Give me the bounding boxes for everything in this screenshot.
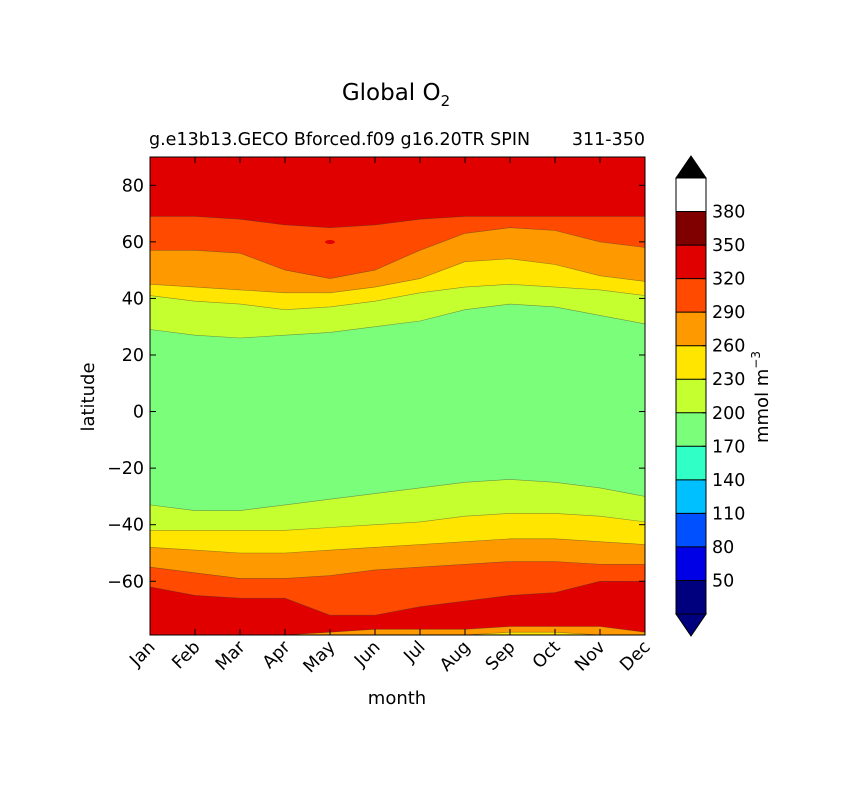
x-tick-label: Mar bbox=[212, 637, 250, 675]
chart-subtitle-left: g.e13b13.GECO Bforced.f09 g16.20TR SPIN bbox=[149, 130, 530, 150]
colorbar-segment bbox=[676, 412, 706, 447]
y-tick-label: 60 bbox=[122, 233, 144, 253]
x-tick-label: Sep bbox=[482, 637, 519, 674]
colorbar-tick-label: 230 bbox=[712, 370, 745, 390]
colorbar-segment bbox=[676, 312, 706, 346]
y-tick-label: 0 bbox=[133, 403, 144, 423]
colorbar-label-exponent: −3 bbox=[749, 351, 763, 369]
chart-title-subscript: 2 bbox=[441, 92, 451, 110]
chart-title-main: Global O bbox=[342, 80, 441, 106]
colorbar-segment bbox=[676, 546, 706, 581]
colorbar-segment bbox=[676, 345, 706, 380]
colorbar-tick-label: 290 bbox=[712, 303, 745, 323]
colorbar-segment bbox=[676, 580, 706, 614]
x-tick-label: Oct bbox=[529, 637, 565, 673]
colorbar-tick-label: 110 bbox=[712, 504, 745, 524]
colorbar-tick-label: 260 bbox=[712, 337, 745, 357]
plot-area bbox=[149, 156, 646, 636]
y-tick-label: −60 bbox=[107, 572, 144, 592]
colorbar-tick-label: 50 bbox=[712, 571, 734, 591]
colorbar-tick-label: 320 bbox=[712, 270, 745, 290]
colorbar: 50 80 110 140 170 200 230 260 290 320 350 380 bbox=[675, 155, 745, 637]
y-axis: −60 −40 −20 0 20 40 60 80 bbox=[107, 176, 645, 592]
y-axis-label: latitude bbox=[78, 362, 99, 431]
colorbar-segment bbox=[676, 379, 706, 413]
x-tick-label: Jul bbox=[400, 637, 430, 667]
x-axis-label: month bbox=[368, 688, 426, 709]
colorbar-segment bbox=[676, 446, 706, 480]
contour-regions bbox=[149, 216, 646, 636]
colorbar-label: mmol m−3 bbox=[749, 351, 773, 443]
x-tick-label: Jun bbox=[350, 637, 384, 671]
colorbar-tick-label: 170 bbox=[712, 437, 745, 457]
x-tick-label: Feb bbox=[168, 637, 204, 673]
colorbar-label-main: mmol m bbox=[752, 369, 773, 443]
y-tick-label: −40 bbox=[107, 516, 144, 536]
x-tick-label: Apr bbox=[259, 637, 295, 673]
chart-title: Global O2 bbox=[342, 80, 450, 110]
contour-island bbox=[325, 240, 335, 244]
x-tick-label: Jan bbox=[126, 637, 160, 671]
colorbar-tick-label: 350 bbox=[712, 236, 745, 256]
colorbar-tick-label: 380 bbox=[712, 203, 745, 223]
colorbar-tick-label: 80 bbox=[712, 538, 734, 558]
plot-frame bbox=[149, 156, 646, 636]
colorbar-segment bbox=[676, 479, 706, 514]
colorbar-segment bbox=[676, 513, 706, 547]
colorbar-tick-label: 140 bbox=[712, 471, 745, 491]
colorbar-segment bbox=[676, 278, 706, 313]
colorbar-tick-label: 200 bbox=[712, 404, 745, 424]
colorbar-extend-max bbox=[675, 155, 707, 179]
y-tick-label: 40 bbox=[122, 289, 144, 309]
y-tick-label: 20 bbox=[122, 346, 144, 366]
y-tick-label: 80 bbox=[122, 176, 144, 196]
y-tick-label: −20 bbox=[107, 459, 144, 479]
colorbar-extend-min bbox=[675, 613, 707, 637]
chart-subtitle-right: 311-350 bbox=[572, 130, 645, 150]
colorbar-segment bbox=[676, 211, 706, 246]
x-tick-label: Nov bbox=[571, 637, 609, 675]
x-tick-label: Aug bbox=[436, 637, 474, 675]
colorbar-segment bbox=[676, 245, 706, 279]
x-tick-label: May bbox=[300, 637, 340, 677]
colorbar-frame bbox=[675, 177, 707, 615]
x-tick-label: Dec bbox=[616, 637, 654, 675]
